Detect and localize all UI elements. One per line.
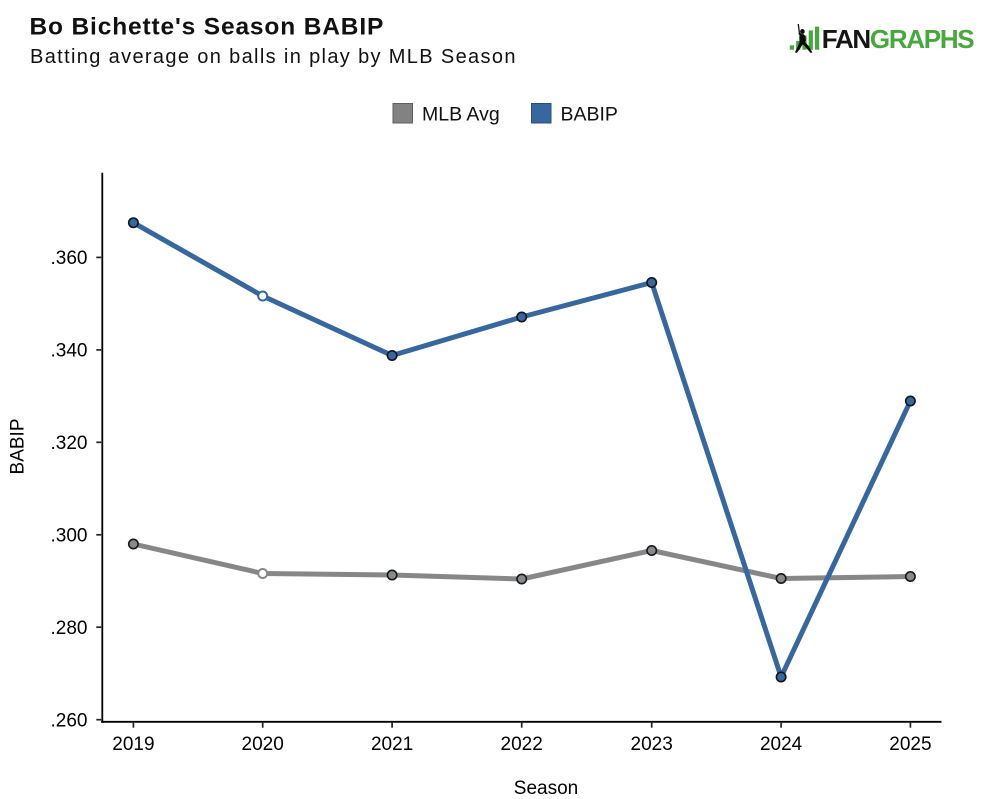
svg-text:BABIP: BABIP [561, 103, 618, 125]
svg-text:2019: 2019 [112, 734, 154, 755]
svg-text:BABIP: BABIP [8, 419, 29, 475]
svg-text:.340: .340 [51, 341, 88, 362]
svg-text:2025: 2025 [889, 734, 931, 755]
svg-text:Season: Season [514, 778, 578, 799]
svg-text:.280: .280 [51, 618, 88, 639]
svg-text:.260: .260 [51, 710, 88, 731]
svg-text:.320: .320 [51, 433, 88, 454]
svg-text:MLB Avg: MLB Avg [422, 103, 500, 125]
svg-text:2021: 2021 [371, 734, 413, 755]
svg-text:Batting average on balls in pl: Batting average on balls in play by MLB … [30, 46, 517, 68]
svg-text:FANGRAPHS: FANGRAPHS [822, 24, 975, 54]
svg-text:2020: 2020 [242, 734, 284, 755]
svg-text:.360: .360 [51, 248, 88, 269]
svg-text:2022: 2022 [501, 734, 543, 755]
svg-text:.300: .300 [51, 526, 88, 547]
svg-text:2023: 2023 [631, 734, 673, 755]
svg-text:2024: 2024 [760, 734, 803, 755]
svg-text:Bo Bichette's Season BABIP: Bo Bichette's Season BABIP [30, 14, 385, 41]
